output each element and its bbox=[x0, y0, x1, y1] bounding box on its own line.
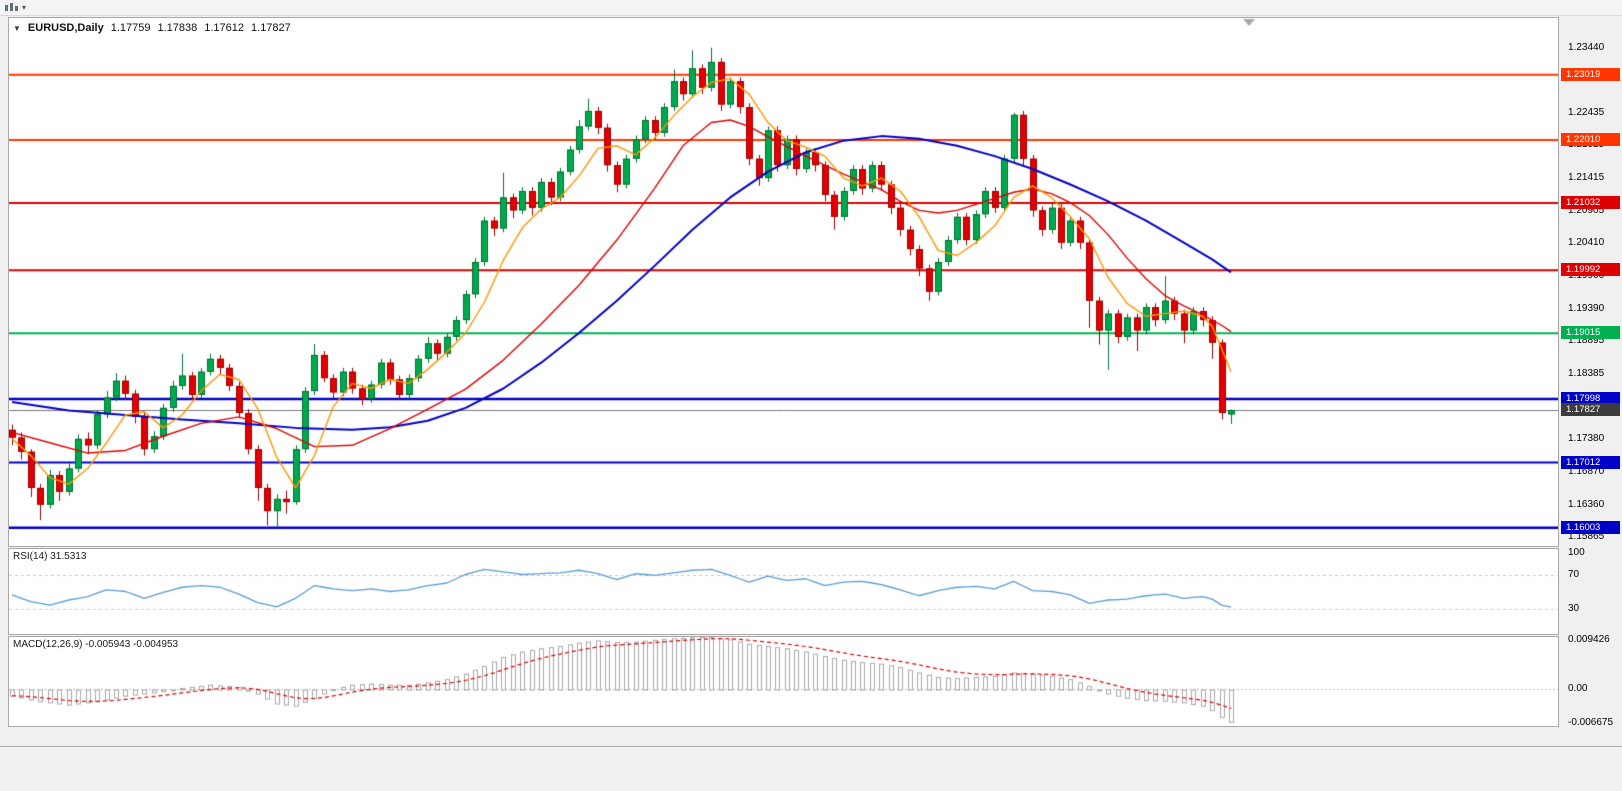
rsi-axis-label: 100 bbox=[1568, 547, 1585, 558]
price-level-label: 1.17998 bbox=[1561, 391, 1620, 405]
price-level-label: 1.19992 bbox=[1561, 263, 1620, 277]
macd-panel: MACD(12,26,9) -0.005943 -0.004953 bbox=[8, 636, 1559, 727]
price-level-label: 1.23019 bbox=[1561, 67, 1620, 81]
macd-axis-label: -0.006675 bbox=[1568, 717, 1614, 728]
one-click-trading-icon[interactable]: ▼ bbox=[13, 23, 21, 33]
close-value: 1.17827 bbox=[251, 22, 291, 34]
price-level-label: 1.21032 bbox=[1561, 196, 1620, 210]
chart-tab-bar bbox=[0, 746, 1622, 765]
price-tick-label: 1.19390 bbox=[1568, 303, 1605, 315]
toolbar: ▾ bbox=[0, 0, 1622, 16]
current-price-label: 1.17827 bbox=[1561, 402, 1620, 416]
price-tick-label: 1.20410 bbox=[1568, 237, 1605, 249]
price-tick-label: 1.21415 bbox=[1568, 172, 1605, 184]
price-tick-label: 1.18895 bbox=[1568, 335, 1605, 347]
macd-chart-canvas[interactable] bbox=[9, 637, 1558, 726]
open-value: 1.17759 bbox=[110, 22, 151, 34]
chart-title: ▼ EURUSD,Daily 1.17759 1.17838 1.17612 1… bbox=[13, 22, 291, 34]
high-value: 1.17838 bbox=[157, 22, 198, 34]
price-level-label: 1.17012 bbox=[1561, 455, 1620, 469]
macd-axis-label: 0.00 bbox=[1568, 683, 1588, 695]
price-chart-canvas[interactable] bbox=[9, 18, 1558, 546]
macd-label: MACD(12,26,9) -0.005943 -0.004953 bbox=[13, 639, 179, 650]
rsi-axis-label: 30 bbox=[1568, 602, 1580, 614]
symbol-label: EURUSD,Daily bbox=[27, 22, 104, 34]
macd-axis-label: 0.009426 bbox=[1568, 634, 1610, 645]
price-axis: 1.234401.229501.224351.219251.214151.209… bbox=[1560, 0, 1622, 745]
price-tick-label: 1.22435 bbox=[1568, 106, 1605, 118]
chart-type-dropdown-icon[interactable]: ▾ bbox=[22, 3, 27, 12]
price-tick-label: 1.17380 bbox=[1568, 432, 1605, 444]
price-tick-label: 1.23440 bbox=[1568, 41, 1605, 53]
price-tick-label: 1.18385 bbox=[1568, 367, 1605, 379]
price-level-label: 1.16003 bbox=[1561, 520, 1620, 534]
price-tick-label: 1.16360 bbox=[1568, 498, 1605, 510]
price-level-label: 1.19015 bbox=[1561, 326, 1620, 340]
rsi-panel: RSI(14) 31.5313 bbox=[8, 548, 1559, 635]
low-value: 1.17612 bbox=[204, 22, 245, 34]
rsi-axis-label: 70 bbox=[1568, 568, 1580, 580]
price-level-label: 1.22010 bbox=[1561, 132, 1620, 146]
main-chart-panel: ▼ EURUSD,Daily 1.17759 1.17838 1.17612 1… bbox=[8, 17, 1559, 547]
rsi-label: RSI(14) 31.5313 bbox=[13, 551, 87, 562]
date-axis bbox=[8, 727, 1557, 744]
price-tick-label: 1.16870 bbox=[1568, 465, 1605, 477]
price-tick-label: 1.15865 bbox=[1568, 530, 1605, 542]
price-tick-label: 1.20905 bbox=[1568, 205, 1605, 217]
chart-type-icon[interactable] bbox=[4, 2, 19, 13]
rsi-chart-canvas[interactable] bbox=[9, 549, 1558, 634]
